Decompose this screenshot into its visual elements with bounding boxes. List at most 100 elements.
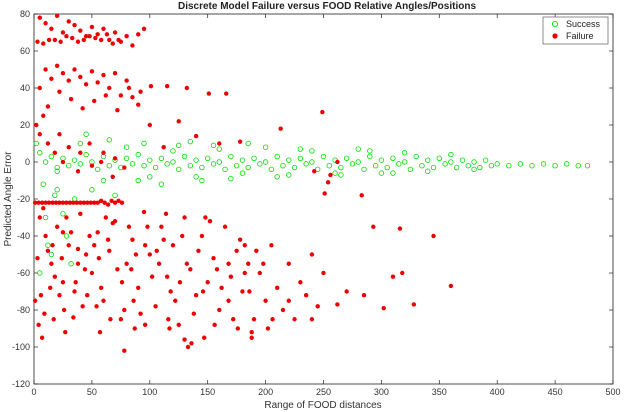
success-point <box>425 168 431 174</box>
success-point <box>66 162 72 169</box>
failure-point <box>202 335 207 340</box>
success-point <box>68 261 74 267</box>
failure-point <box>58 39 63 44</box>
failure-point <box>92 243 97 248</box>
failure-point <box>110 41 115 46</box>
failure-point <box>80 304 85 309</box>
failure-point <box>136 32 141 37</box>
failure-point <box>142 243 148 248</box>
success-point <box>494 161 500 167</box>
success-point <box>141 162 147 169</box>
success-point <box>442 161 448 167</box>
success-point <box>517 161 524 167</box>
success-point <box>453 164 460 171</box>
failure-point <box>185 344 191 350</box>
failure-point <box>132 326 137 331</box>
success-point <box>471 159 477 165</box>
failure-point <box>42 311 47 316</box>
y-tick-label: -120 <box>12 379 30 389</box>
success-point <box>170 159 176 165</box>
failure-point <box>182 215 187 220</box>
failure-point <box>141 26 147 31</box>
success-point <box>584 162 591 169</box>
chart-title: Discrete Model Failure versus FOOD Relat… <box>178 1 476 12</box>
failure-point <box>180 233 185 239</box>
failure-point <box>35 39 40 44</box>
failure-point <box>228 274 234 279</box>
failure-point <box>75 39 81 44</box>
x-tick-label: 150 <box>200 387 215 397</box>
success-point <box>135 177 141 184</box>
y-tick-label: 20 <box>20 120 30 130</box>
failure-point <box>43 67 48 72</box>
failure-point <box>226 261 231 266</box>
failure-point <box>43 21 48 26</box>
x-tick-label: 500 <box>605 387 620 397</box>
failure-point <box>105 202 111 207</box>
x-tick-label: 100 <box>142 387 157 397</box>
success-point <box>384 164 390 171</box>
failure-point <box>286 261 291 266</box>
failure-point <box>322 191 327 196</box>
failure-point <box>108 317 113 322</box>
success-point <box>141 140 147 147</box>
success-point <box>123 144 130 150</box>
failure-point <box>292 317 297 322</box>
failure-point <box>97 330 103 335</box>
failure-point <box>35 256 40 261</box>
failure-point <box>200 289 206 294</box>
failure-point <box>66 78 71 83</box>
failure-point <box>193 293 199 298</box>
failure-point <box>101 150 106 155</box>
success-point <box>540 161 547 167</box>
failure-point <box>53 200 59 205</box>
failure-point <box>130 95 135 100</box>
success-point <box>33 140 40 147</box>
failure-point <box>101 72 106 78</box>
failure-point <box>74 200 80 205</box>
failure-point <box>136 102 141 107</box>
success-point <box>129 161 136 167</box>
failure-point <box>191 311 197 316</box>
failure-point <box>431 233 436 239</box>
failure-point <box>66 145 71 150</box>
failure-point <box>257 270 263 276</box>
y-tick-label: -100 <box>12 342 30 352</box>
y-tick-label: 80 <box>20 9 30 19</box>
failure-point <box>335 159 340 165</box>
success-point <box>193 157 199 163</box>
y-tick-label: 0 <box>25 157 30 167</box>
failure-point <box>57 132 62 137</box>
failure-point <box>196 248 201 253</box>
failure-point <box>118 93 124 98</box>
failure-point <box>52 150 58 155</box>
failure-point <box>217 307 222 313</box>
success-point <box>63 233 70 239</box>
failure-point <box>246 261 251 266</box>
failure-point <box>176 322 181 327</box>
success-point <box>77 140 84 147</box>
failure-point <box>50 243 55 248</box>
success-point <box>338 164 344 171</box>
failure-point <box>126 85 132 91</box>
failure-point <box>57 293 62 298</box>
success-point <box>106 162 112 169</box>
failure-point <box>39 335 45 340</box>
failure-point <box>124 34 129 39</box>
y-axis-label: Predicted Angle Error <box>3 151 14 247</box>
failure-point <box>110 174 115 179</box>
failure-point <box>116 198 121 204</box>
failure-point <box>94 304 99 309</box>
y-tick-label: 60 <box>20 46 30 56</box>
x-tick-label: 300 <box>374 387 389 397</box>
success-point <box>471 166 477 173</box>
failure-point <box>68 96 74 102</box>
failure-point <box>112 71 118 76</box>
failure-point <box>411 302 417 307</box>
failure-point <box>96 256 102 261</box>
failure-point <box>52 274 58 279</box>
x-tick-label: 250 <box>316 387 331 397</box>
success-point <box>54 187 60 193</box>
y-tick-label: -60 <box>17 268 30 278</box>
success-point <box>396 161 402 167</box>
